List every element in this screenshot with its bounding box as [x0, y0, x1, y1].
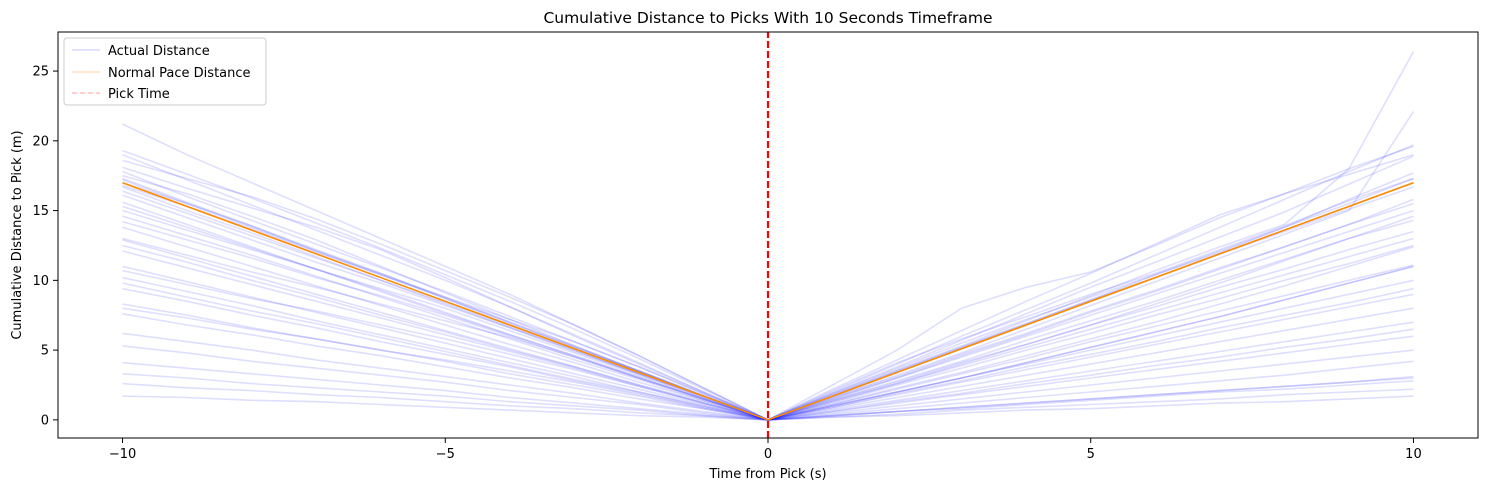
x-axis: −10 −5 0 5 10 — [109, 438, 1422, 462]
legend: Actual Distance Normal Pace Distance Pic… — [63, 37, 267, 106]
x-axis-label: Time from Pick (s) — [708, 467, 826, 482]
legend-box — [63, 37, 267, 106]
y-tick-label: 20 — [32, 134, 49, 149]
normal-pace-line — [122, 181, 1414, 421]
y-tick-label: 15 — [32, 204, 49, 219]
y-axis: 0 5 10 15 20 25 — [32, 65, 58, 428]
series-group — [122, 32, 1415, 438]
x-tick-label: −10 — [109, 447, 136, 462]
y-tick-label: 5 — [41, 344, 49, 359]
legend-label-pick: Pick Time — [108, 87, 170, 102]
x-tick-label: 5 — [1087, 447, 1095, 462]
y-tick-label: 0 — [41, 413, 49, 428]
y-tick-label: 10 — [32, 274, 49, 289]
y-tick-label: 25 — [32, 65, 49, 80]
legend-label-actual: Actual Distance — [108, 44, 210, 59]
x-tick-label: −5 — [436, 447, 455, 462]
x-tick-label: 0 — [764, 447, 772, 462]
chart-title: Cumulative Distance to Picks With 10 Sec… — [543, 9, 992, 27]
x-tick-label: 10 — [1405, 447, 1422, 462]
y-axis-label: Cumulative Distance to Pick (m) — [10, 130, 25, 339]
legend-label-normal: Normal Pace Distance — [108, 66, 251, 81]
